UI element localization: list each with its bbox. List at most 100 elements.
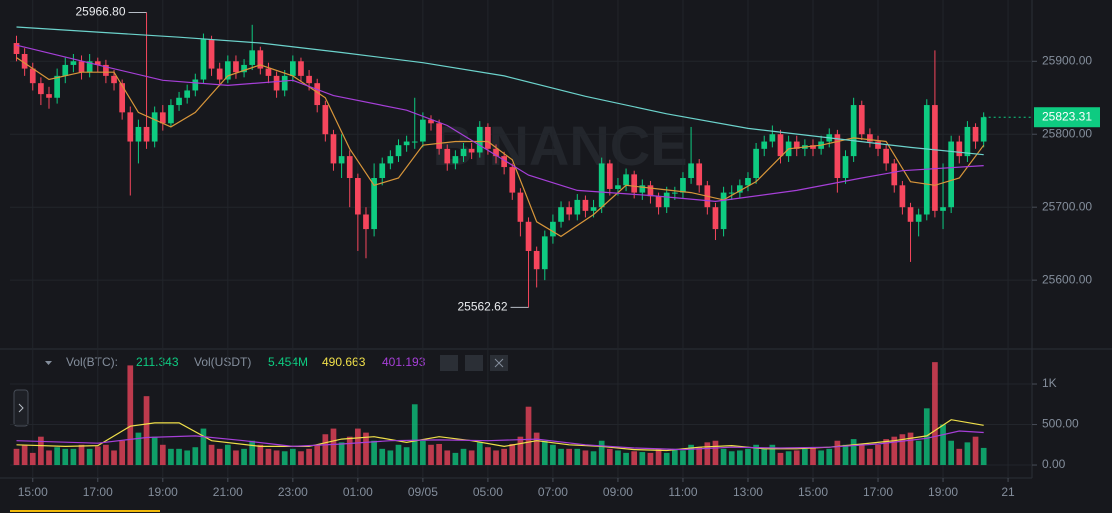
volume-bar [119, 440, 126, 466]
candle-body [436, 123, 442, 149]
ma-line [16, 57, 985, 238]
volume-bar [29, 452, 36, 466]
volume-bar [899, 434, 906, 466]
volume-bar [606, 448, 613, 466]
candle-body [257, 50, 264, 69]
candle-body [582, 199, 589, 211]
candle-body [379, 163, 386, 179]
candle-body [387, 156, 394, 164]
volume-bar [517, 436, 524, 466]
legend-toggle[interactable] [45, 361, 52, 365]
volume-bar [915, 440, 922, 466]
candle-body [21, 53, 28, 69]
volume-bar [940, 424, 946, 466]
volume-bar [688, 444, 694, 466]
volume-bar [704, 442, 711, 466]
volume-bar [289, 448, 296, 466]
candle-body [216, 68, 223, 80]
candle-body [135, 126, 142, 142]
volume-bar [13, 448, 20, 466]
candle-body [13, 43, 20, 54]
volume-bar [972, 436, 979, 466]
candle-body [468, 148, 475, 153]
vol-value-btc: 211.343 [136, 355, 179, 369]
y-tick-label: 500.00 [1042, 417, 1079, 431]
candle-body [777, 134, 784, 157]
candle-body [452, 156, 459, 164]
volume-bar [184, 450, 191, 466]
candle-body [346, 156, 353, 179]
collapse-button[interactable] [13, 389, 29, 427]
candle-body [623, 174, 629, 186]
candle-body [485, 126, 491, 149]
volume-bar [858, 444, 865, 466]
volume-bar [143, 396, 150, 466]
volume-bar [980, 447, 987, 466]
volume-bar [891, 436, 898, 466]
volume-bar [956, 448, 963, 466]
vol-label-btc: Vol(BTC): [66, 355, 118, 369]
volume-bar [208, 444, 215, 466]
candle-body [338, 156, 345, 164]
volume-bar [720, 448, 727, 466]
candle-body [858, 105, 865, 135]
vol-ma5-value: 490.663 [322, 355, 366, 369]
candle-body [224, 61, 231, 80]
volume-bar [753, 444, 759, 466]
volume-bar [728, 451, 735, 466]
candle-body [964, 126, 971, 157]
volume-bar [192, 447, 199, 466]
candle-body [273, 75, 280, 91]
candle-body [842, 156, 849, 179]
volume-bar [875, 444, 881, 466]
volume-bar [834, 440, 841, 466]
volume-bar [241, 448, 247, 466]
candle-body [598, 163, 605, 208]
candle-body [355, 178, 361, 215]
candle-body [753, 148, 759, 179]
candle-body [151, 112, 158, 142]
candle-body [940, 207, 946, 211]
candle-body [103, 64, 109, 76]
volume-bar [200, 428, 207, 466]
volume-bar [420, 440, 426, 466]
volume-bar [338, 442, 345, 466]
candle-body [501, 156, 507, 168]
volume-bar [86, 448, 93, 466]
eye-button[interactable] [440, 355, 458, 371]
volume-bar [428, 444, 434, 466]
y-tick-label: 25600.00 [1042, 272, 1092, 286]
volume-bar [541, 440, 548, 466]
candle-body [249, 50, 256, 65]
watermark: BINANCE [432, 114, 687, 177]
volume-bar [737, 450, 743, 466]
x-tick-label: 19:00 [148, 485, 178, 499]
candle-body [86, 61, 93, 73]
candle-body [631, 174, 638, 193]
volume-bar [111, 450, 117, 466]
volume-bar [810, 447, 816, 466]
candle-body [403, 141, 410, 146]
volume-bar [460, 448, 467, 466]
candle-body [745, 178, 751, 186]
x-tick-label: 09/05 [408, 485, 438, 499]
volume-bar [850, 439, 857, 466]
x-tick-label: 23:00 [278, 485, 308, 499]
volume-bar [70, 448, 77, 466]
volume-bar [387, 450, 394, 466]
volume-bar [883, 439, 889, 466]
candle-body [176, 97, 182, 106]
volume-bar [818, 450, 824, 466]
volume-bar [655, 448, 662, 466]
volume-bar [493, 450, 499, 466]
volume-bar [867, 448, 873, 466]
volume-bar [176, 448, 182, 466]
volume-bar [615, 450, 621, 466]
candle-body [696, 163, 703, 186]
volume-bar [249, 440, 256, 466]
candle-body [875, 141, 881, 149]
volume-bar [923, 408, 930, 466]
settings-button[interactable] [465, 355, 483, 371]
volume-bar [168, 448, 174, 466]
